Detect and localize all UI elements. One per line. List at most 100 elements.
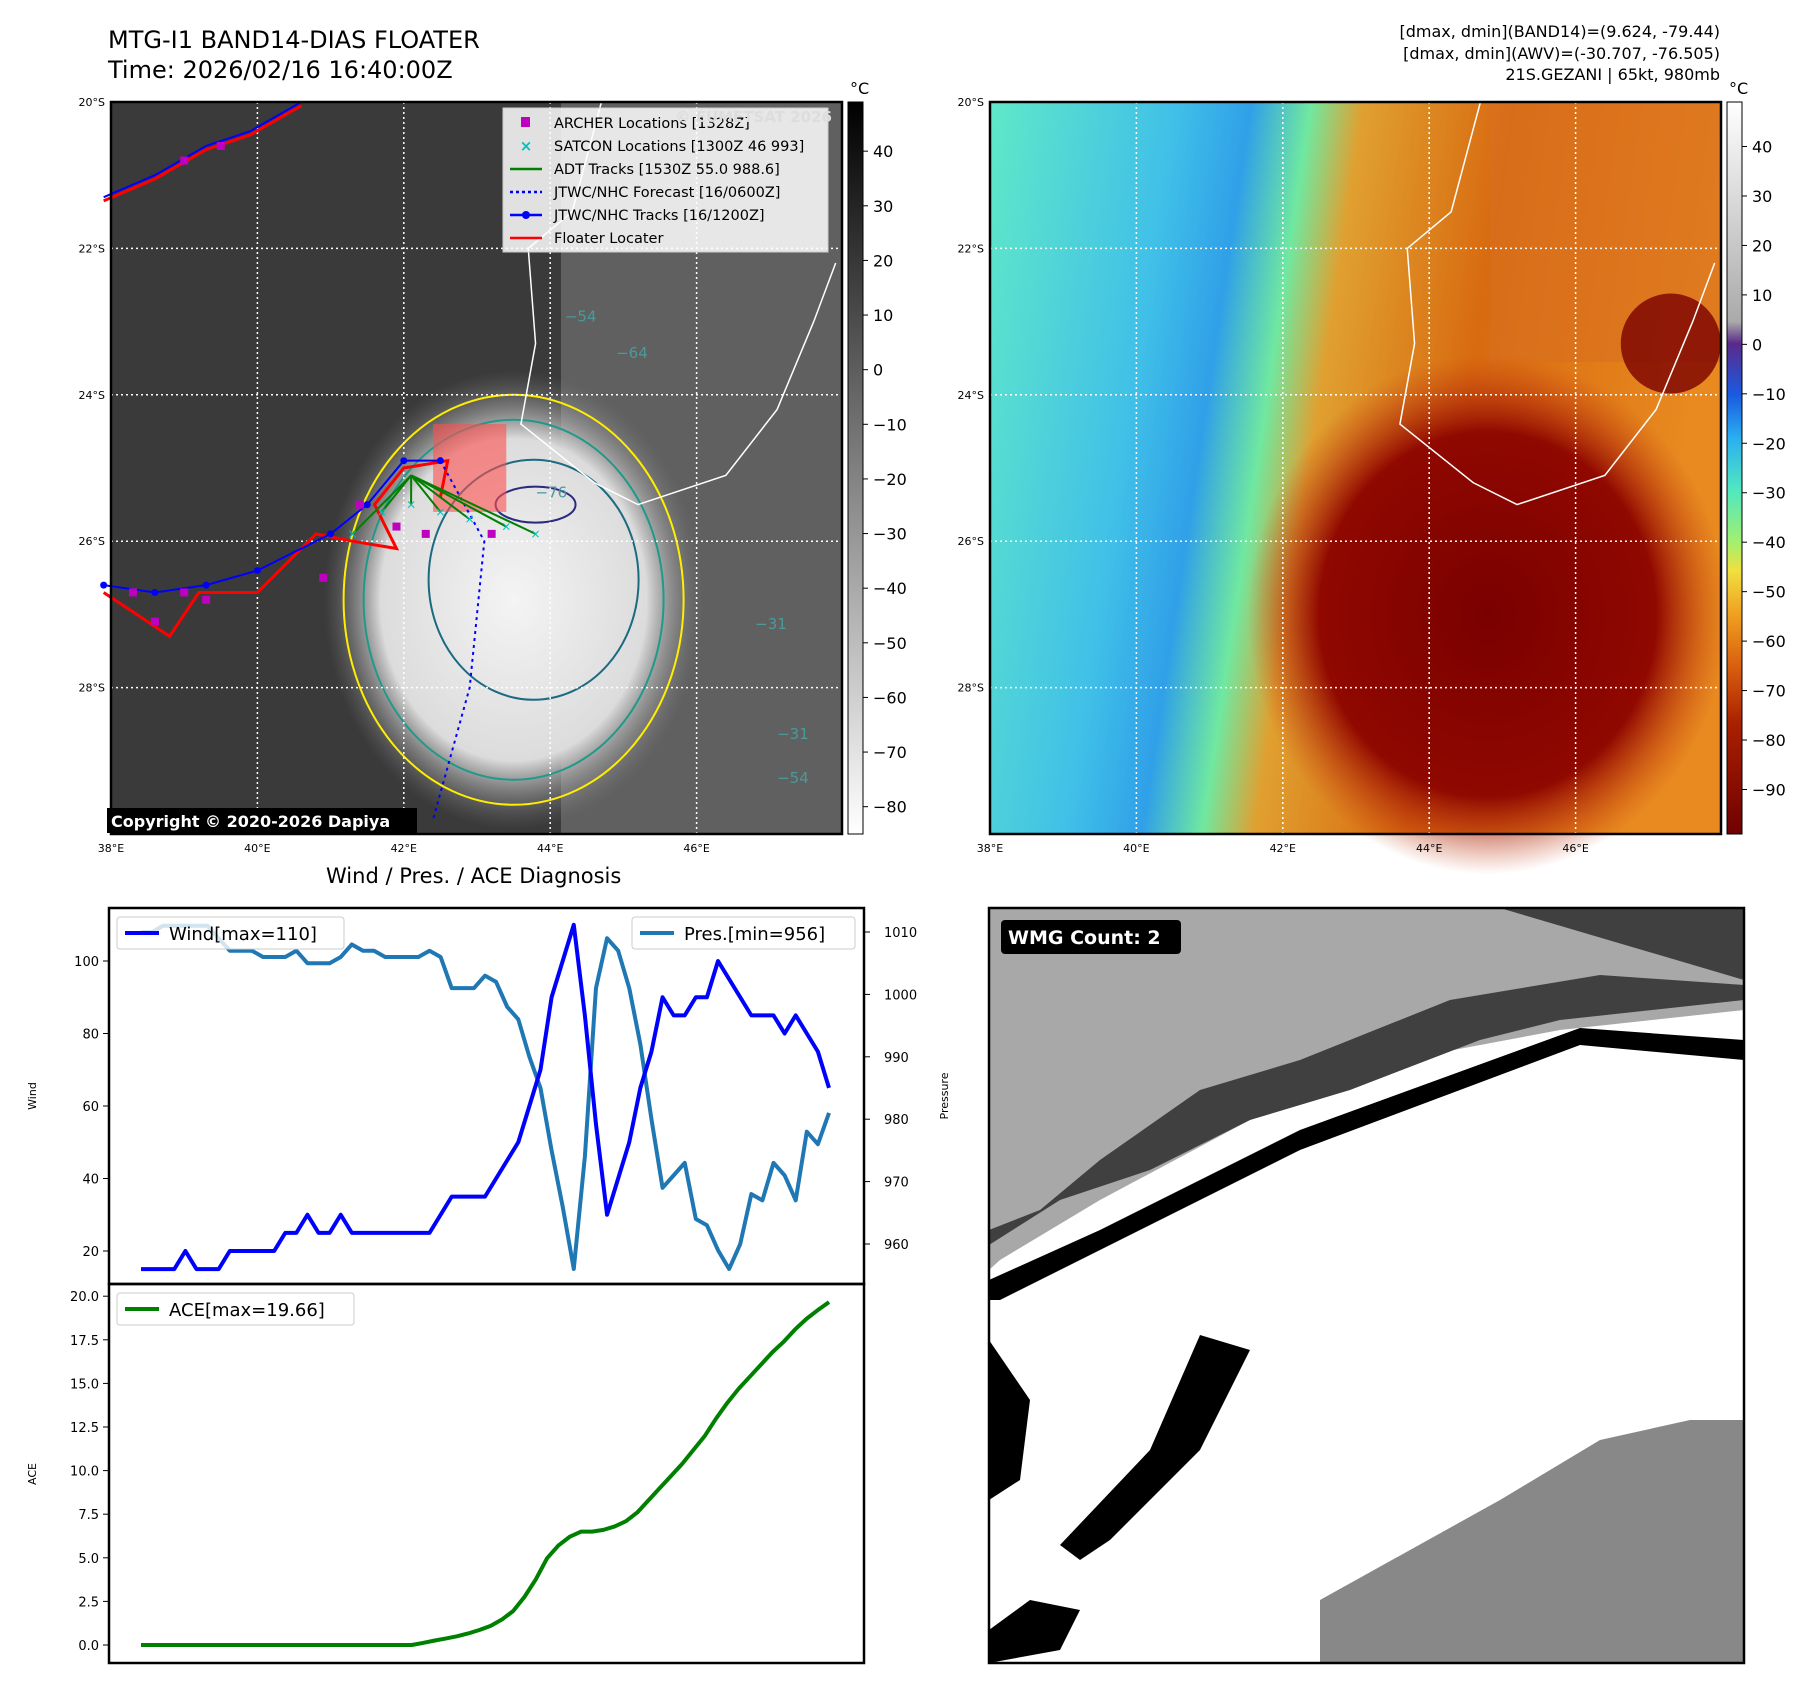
- watermark: © EUMETSAT 2026: [675, 108, 832, 126]
- ace-tick-label: 12.5: [70, 1421, 99, 1436]
- lat-tick-label: 22°S: [79, 242, 105, 255]
- lon-tick-label: 46°E: [1562, 842, 1588, 855]
- wmg-label-box: [1001, 920, 1181, 954]
- wmg-black-patch: [989, 1340, 1030, 1500]
- lon-tick-label: 44°E: [1416, 842, 1442, 855]
- colorbar-gradient: [847, 101, 864, 835]
- legend-box: [502, 107, 829, 253]
- satcon-location: ×: [406, 498, 416, 512]
- satcon-location: ×: [531, 527, 541, 541]
- cold-core: [1247, 354, 1728, 875]
- wind-pressure-axes: [107, 906, 866, 1286]
- colorbar-tick-label: 0: [1752, 335, 1762, 354]
- wind-tick-label: 40: [82, 1173, 99, 1188]
- wind-line: [141, 922, 831, 1272]
- jtwc-track-north: [103, 101, 302, 199]
- archer-location: [202, 595, 211, 604]
- contour-31: [342, 393, 685, 806]
- adt-track-segment: [381, 474, 412, 513]
- wmg-gray-lower: [1320, 1420, 1744, 1663]
- legend-label: JTWC/NHC Forecast [16/0600Z]: [553, 185, 780, 201]
- contour-label: −31: [777, 725, 809, 743]
- colorbar-tick-label: −60: [1752, 632, 1786, 651]
- ace-tick-label: 17.5: [70, 1334, 99, 1349]
- satcon-location: ×: [435, 505, 445, 519]
- contour-label: −31: [755, 615, 787, 633]
- cold-spot: [1620, 293, 1721, 394]
- legend-jtwc-marker: [522, 211, 530, 219]
- satcon-location: ×: [377, 505, 387, 519]
- ace-tick-label: 0.0: [78, 1639, 99, 1654]
- floater-track: [102, 458, 450, 639]
- contour-64: [427, 458, 640, 701]
- info-band14: [dmax, dmin](BAND14)=(9.624, -79.44): [1399, 22, 1721, 41]
- legend-label: ARCHER Locations [1328Z]: [554, 116, 750, 132]
- satcon-location: ×: [501, 520, 511, 534]
- wmg-dark-band: [989, 908, 1744, 1245]
- wmg-black-patch: [1060, 1335, 1250, 1560]
- floater-track-north: [103, 104, 303, 203]
- jtwc-track-point: [363, 501, 371, 509]
- colorbar-tick-label: 0: [873, 361, 883, 380]
- archer-location: [421, 529, 430, 538]
- jtwc-track: [103, 459, 441, 594]
- archer-location: [128, 588, 137, 597]
- legend-label: Floater Locater: [554, 231, 663, 247]
- archer-location: [487, 529, 496, 538]
- wind-legend-text: Wind[max=110]: [169, 924, 317, 945]
- coastline: [1399, 101, 1716, 506]
- colorbar-tick-label: −20: [1752, 434, 1786, 453]
- legend-archer-marker: [521, 117, 530, 127]
- lon-tick-label: 42°E: [391, 842, 417, 855]
- contour-label: −64: [616, 344, 648, 362]
- archer-location: [319, 573, 328, 582]
- pressure-tick-label: 970: [884, 1176, 909, 1191]
- wmg-panel: [987, 906, 1746, 1665]
- colorbar: [847, 101, 868, 835]
- legend-label: JTWC/NHC Tracks [16/1200Z]: [553, 208, 765, 224]
- colorbar-tick-label: 10: [1752, 286, 1772, 305]
- info-storm: 21S.GEZANI | 65kt, 980mb: [1505, 65, 1720, 84]
- ace-tick-label: 7.5: [78, 1508, 99, 1523]
- storm-cloud: [323, 369, 704, 830]
- jtwc-track-point: [202, 581, 210, 589]
- wmg-black-patch: [989, 1600, 1080, 1663]
- jtwc-track-point: [253, 566, 261, 574]
- awv-map: [988, 100, 1728, 875]
- colorbar-tick-label: −80: [1752, 731, 1786, 750]
- adt-track-segment: [351, 474, 412, 535]
- colorbar-unit: °C: [850, 79, 869, 98]
- jtwc-track-point: [400, 457, 408, 465]
- ace-tick-label: 20.0: [70, 1290, 99, 1305]
- contour-label: −54: [777, 769, 809, 787]
- colorbar-tick-label: −10: [1752, 385, 1786, 404]
- lat-tick-label: 26°S: [79, 535, 105, 548]
- jtwc-track-point: [327, 530, 335, 538]
- colorbar-tick-label: −40: [1752, 533, 1786, 552]
- pressure-legend-box: [631, 916, 856, 950]
- lon-tick-label: 38°E: [977, 842, 1003, 855]
- lon-tick-label: 42°E: [1270, 842, 1296, 855]
- lat-tick-label: 22°S: [958, 242, 984, 255]
- copyright-box: [107, 808, 417, 833]
- lon-tick-label: 44°E: [537, 842, 563, 855]
- lat-tick-label: 24°S: [79, 389, 105, 402]
- wind-tick-label: 100: [74, 955, 99, 970]
- colorbar-tick-label: 30: [873, 197, 893, 216]
- archer-location: [392, 522, 401, 531]
- wind-tick-label: 60: [82, 1100, 99, 1115]
- colorbar-tick-label: −30: [873, 525, 907, 544]
- band14-map: [100, 100, 844, 836]
- contour-54: [362, 418, 665, 781]
- colorbar-tick-label: −60: [873, 688, 907, 707]
- ace-tick-label: 5.0: [78, 1552, 99, 1567]
- colorbar-tick-label: −70: [873, 743, 907, 762]
- info-awv: [dmax, dmin](AWV)=(-30.707, -76.505): [1403, 44, 1720, 63]
- ace-axes: [107, 1282, 866, 1665]
- lat-tick-label: 26°S: [958, 535, 984, 548]
- legend-satcon-marker: ×: [520, 137, 533, 155]
- colorbar-tick-label: 20: [1752, 236, 1772, 255]
- satcon-location: ×: [348, 527, 358, 541]
- adt-track-segment: [410, 474, 442, 513]
